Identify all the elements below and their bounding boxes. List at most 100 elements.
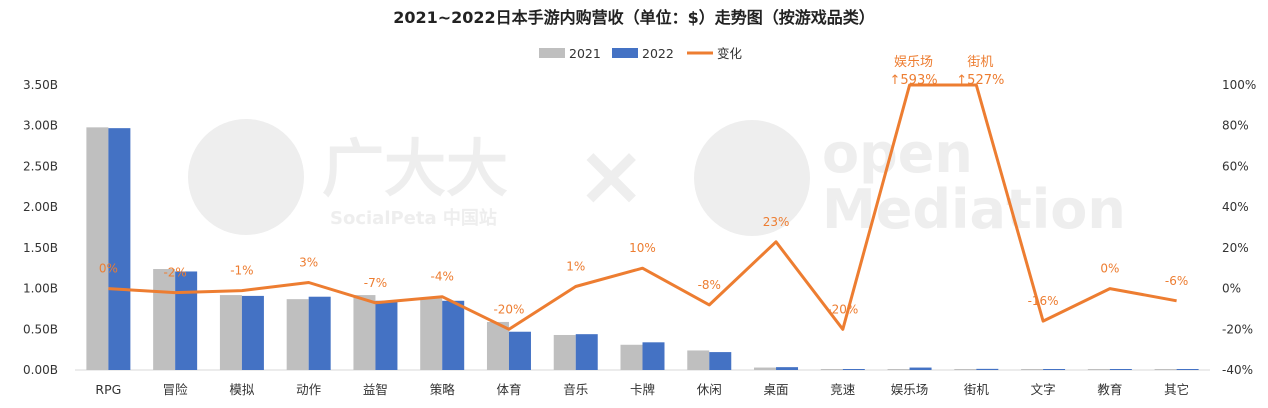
bar-2022 bbox=[308, 296, 331, 370]
bar-2021 bbox=[954, 369, 977, 370]
category-label: 竞速 bbox=[830, 382, 856, 397]
bar-2021 bbox=[687, 350, 710, 370]
legend-label-change: 变化 bbox=[717, 46, 743, 61]
annotation-name: 娱乐场 bbox=[894, 55, 933, 70]
bar-2021 bbox=[620, 344, 643, 370]
category-label: 休闲 bbox=[697, 382, 722, 397]
change-data-label: 3% bbox=[299, 255, 318, 269]
change-data-label: -1% bbox=[230, 264, 253, 278]
category-label: 动作 bbox=[296, 382, 322, 397]
category-label: 桌面 bbox=[764, 382, 789, 397]
right-tick-label: 80% bbox=[1222, 119, 1249, 133]
legend-swatch-2022 bbox=[612, 48, 638, 58]
bar-2022 bbox=[776, 367, 799, 370]
legend-swatch-2021 bbox=[539, 48, 565, 58]
socialpeta-logo-icon bbox=[188, 119, 304, 235]
change-data-label: -7% bbox=[364, 276, 387, 290]
change-data-label: -2% bbox=[163, 266, 186, 280]
annotation-value: ↑593% bbox=[890, 73, 938, 88]
left-tick-label: 0.00B bbox=[23, 363, 58, 377]
bar-2022 bbox=[976, 368, 999, 370]
change-data-label: -20% bbox=[493, 302, 524, 316]
bar-2022 bbox=[909, 367, 932, 370]
right-tick-label: -40% bbox=[1222, 363, 1253, 377]
right-tick-label: 60% bbox=[1222, 159, 1249, 173]
left-tick-label: 2.00B bbox=[23, 200, 58, 214]
bar-2022 bbox=[575, 334, 598, 370]
category-label: 策略 bbox=[430, 382, 456, 397]
bar-2022 bbox=[709, 352, 732, 370]
category-label: 娱乐场 bbox=[891, 382, 929, 397]
category-label: 教育 bbox=[1097, 382, 1122, 397]
bar-2022 bbox=[1176, 369, 1199, 370]
category-label: 模拟 bbox=[229, 382, 255, 397]
bars bbox=[86, 127, 1199, 370]
annotation-name: 街机 bbox=[967, 55, 993, 70]
change-labels: 0% -2% -1% 3% -7% -4% -20% 1% 10% -8% 23% -20% -16% 0… bbox=[99, 215, 1188, 317]
change-data-label: -16% bbox=[1028, 294, 1059, 308]
category-label: 卡牌 bbox=[630, 382, 655, 397]
category-label: 冒险 bbox=[163, 382, 189, 397]
change-data-label: 23% bbox=[763, 215, 790, 229]
change-data-label: 0% bbox=[99, 262, 118, 276]
change-data-label: -20% bbox=[827, 302, 858, 316]
left-tick-label: 3.00B bbox=[23, 119, 58, 133]
change-data-label: 10% bbox=[629, 241, 656, 255]
openmediation-logo-icon bbox=[694, 120, 810, 236]
bar-2021 bbox=[1154, 369, 1177, 370]
bar-2022 bbox=[508, 331, 531, 370]
left-tick-label: 1.50B bbox=[23, 241, 58, 255]
right-axis: -40% -20% 0% 20% 40% 60% 80% 100% bbox=[1222, 78, 1256, 377]
bar-2022 bbox=[241, 295, 264, 370]
chart-title: 2021~2022日本手游内购营收（单位：$）走势图（按游戏品类） bbox=[393, 8, 875, 27]
watermark-right-bottom: Mediation bbox=[822, 178, 1126, 241]
bar-2021 bbox=[887, 369, 910, 370]
watermark-left-en: SocialPeta 中国站 bbox=[330, 207, 497, 229]
change-line bbox=[108, 83, 1177, 331]
category-labels: RPG 冒险 模拟 动作 益智 策略 体育 音乐 卡牌 休闲 桌面 竞速 娱乐场 街机 文字 教育 其它 bbox=[95, 382, 1189, 397]
change-data-label: -4% bbox=[431, 270, 454, 284]
watermark: 广大大 SocialPeta 中国站 × open Mediation bbox=[188, 119, 1126, 241]
left-tick-label: 2.50B bbox=[23, 159, 58, 173]
category-label: 街机 bbox=[964, 382, 990, 397]
legend-label-2022: 2022 bbox=[642, 46, 674, 61]
bar-2022 bbox=[842, 369, 865, 370]
bar-2021 bbox=[219, 295, 242, 370]
right-tick-label: -20% bbox=[1222, 322, 1253, 336]
bar-2022 bbox=[642, 342, 665, 370]
change-data-label: 1% bbox=[566, 260, 585, 274]
bar-2022 bbox=[375, 300, 398, 370]
category-label: 文字 bbox=[1031, 382, 1056, 397]
left-tick-label: 1.00B bbox=[23, 282, 58, 296]
change-data-label: 0% bbox=[1100, 262, 1119, 276]
bar-2021 bbox=[754, 367, 777, 370]
right-tick-label: 100% bbox=[1222, 78, 1256, 92]
left-axis: 0.00B 0.50B 1.00B 1.50B 2.00B 2.50B 3.00B 3.50B bbox=[23, 78, 58, 377]
annotation-value: ↑527% bbox=[956, 73, 1004, 88]
bar-2021 bbox=[286, 299, 309, 370]
right-tick-label: 0% bbox=[1222, 282, 1241, 296]
bar-2021 bbox=[486, 321, 509, 370]
legend: 2021 2022 变化 bbox=[539, 46, 743, 61]
right-tick-label: 20% bbox=[1222, 241, 1249, 255]
left-tick-label: 0.50B bbox=[23, 322, 58, 336]
category-label: 其它 bbox=[1164, 382, 1189, 397]
bar-2021 bbox=[153, 269, 176, 370]
change-data-label: -8% bbox=[698, 278, 721, 292]
category-label: RPG bbox=[95, 382, 121, 397]
bar-2022 bbox=[1043, 369, 1066, 370]
bar-2021 bbox=[820, 369, 843, 370]
left-tick-label: 3.50B bbox=[23, 78, 58, 92]
bar-2022 bbox=[108, 128, 131, 370]
bar-2021 bbox=[1021, 369, 1044, 370]
watermark-cross: × bbox=[576, 126, 646, 224]
annotations: 娱乐场 ↑593% 街机 ↑527% bbox=[890, 55, 1005, 88]
legend-label-2021: 2021 bbox=[569, 46, 601, 61]
category-label: 体育 bbox=[496, 382, 521, 397]
change-data-label: -6% bbox=[1165, 274, 1188, 288]
bar-2021 bbox=[420, 298, 443, 370]
right-tick-label: 40% bbox=[1222, 200, 1249, 214]
category-label: 音乐 bbox=[563, 382, 588, 397]
category-label: 益智 bbox=[363, 382, 388, 397]
